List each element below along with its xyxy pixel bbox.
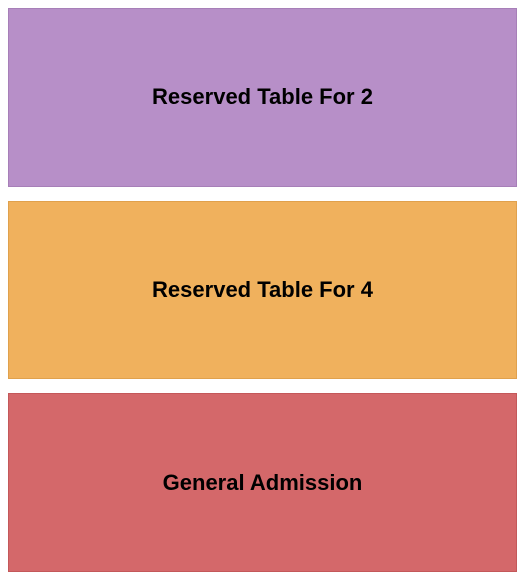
section-label: General Admission <box>163 470 363 496</box>
seating-chart: Reserved Table For 2 Reserved Table For … <box>8 8 517 572</box>
section-label: Reserved Table For 2 <box>152 84 373 110</box>
section-general-admission[interactable]: General Admission <box>8 393 517 572</box>
section-label: Reserved Table For 4 <box>152 277 373 303</box>
section-reserved-table-4[interactable]: Reserved Table For 4 <box>8 201 517 380</box>
section-reserved-table-2[interactable]: Reserved Table For 2 <box>8 8 517 187</box>
